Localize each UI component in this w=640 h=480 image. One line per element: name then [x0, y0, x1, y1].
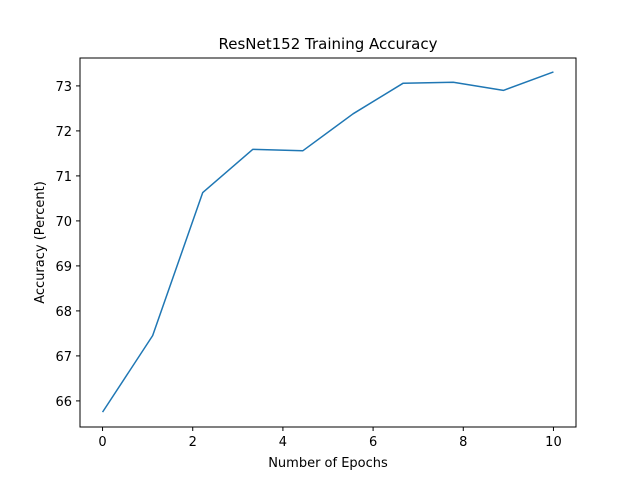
x-axis: 0 2 4 6 8 10 [98, 427, 562, 450]
chart-title: ResNet152 Training Accuracy [219, 35, 438, 53]
series-line-accuracy [101, 71, 554, 413]
x-tick-label: 10 [545, 435, 562, 450]
y-tick-label: 67 [55, 350, 72, 365]
y-tick-label: 66 [55, 395, 72, 410]
y-tick-label: 71 [55, 170, 72, 185]
y-tick-label: 73 [55, 80, 72, 95]
x-tick-label: 0 [98, 435, 106, 450]
x-tick-label: 8 [459, 435, 467, 450]
plot-area [101, 71, 554, 413]
x-tick-label: 6 [369, 435, 377, 450]
x-tick-label: 4 [279, 435, 287, 450]
x-tick-label: 2 [189, 435, 197, 450]
y-tick-label: 69 [55, 260, 72, 275]
y-axis-label: Accuracy (Percent) [33, 181, 48, 304]
x-axis-label: Number of Epochs [268, 456, 388, 471]
axes-frame [79, 57, 577, 428]
y-tick-label: 68 [55, 305, 72, 320]
y-tick-label: 70 [55, 215, 72, 230]
y-axis: 66 67 68 69 70 71 72 73 [55, 80, 80, 410]
y-tick-label: 72 [55, 125, 72, 140]
